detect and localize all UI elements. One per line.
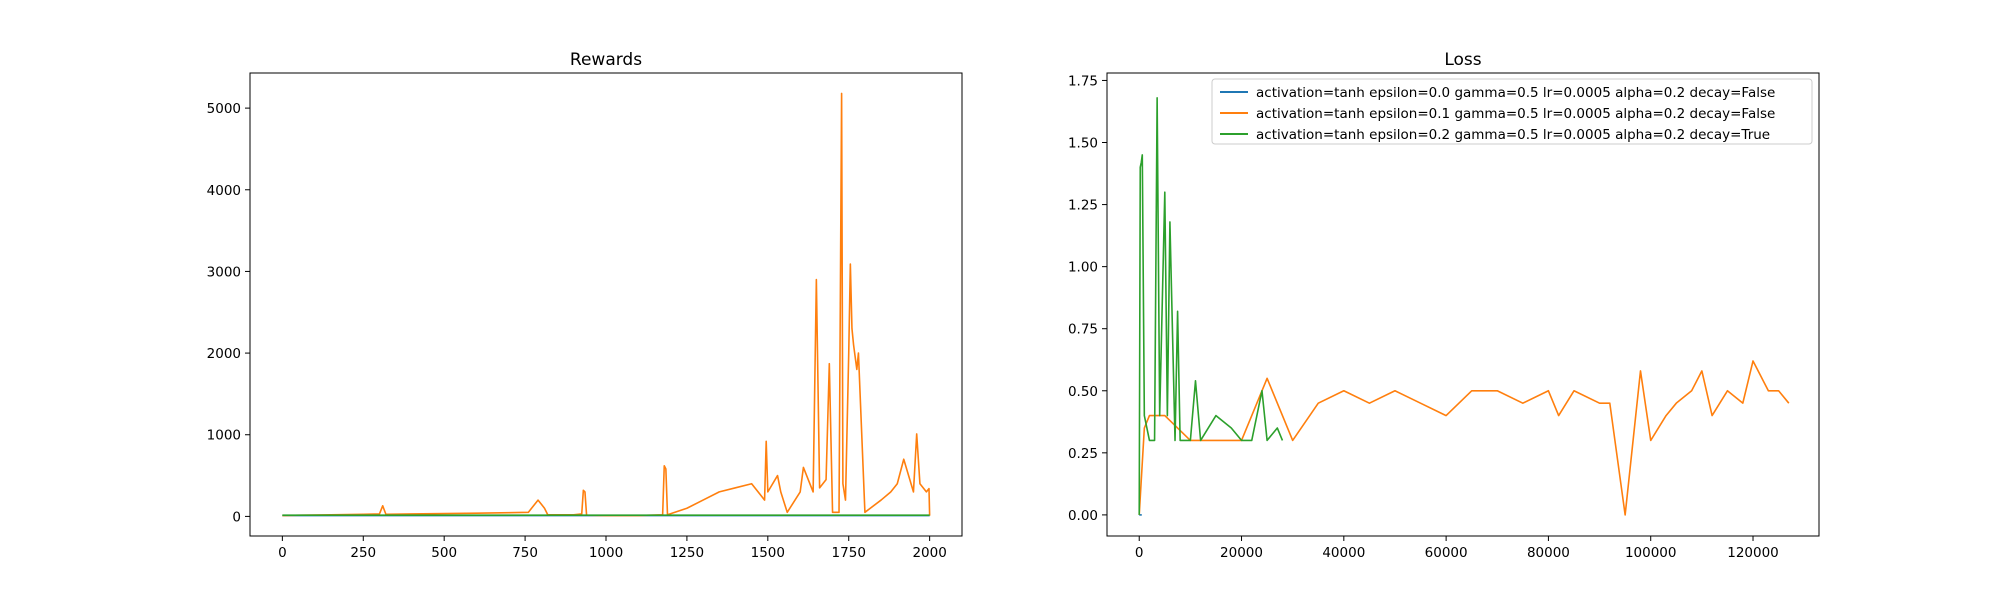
y-tick-label: 1.00 bbox=[1068, 260, 1098, 276]
x-tick-label: 250 bbox=[350, 545, 376, 561]
y-tick-label: 0.25 bbox=[1068, 446, 1098, 462]
chart-title: Rewards bbox=[570, 50, 642, 70]
series-line-1 bbox=[1138, 360, 1790, 516]
series-line-1 bbox=[282, 92, 931, 517]
x-tick-label: 40000 bbox=[1322, 545, 1365, 561]
y-tick-label: 0.75 bbox=[1068, 322, 1098, 338]
axes-frame bbox=[249, 72, 963, 537]
y-tick-label: 4000 bbox=[207, 183, 241, 199]
y-tick-label: 1000 bbox=[207, 428, 241, 444]
y-tick-label: 1.75 bbox=[1068, 73, 1098, 89]
y-tick-label: 0.50 bbox=[1068, 384, 1098, 400]
x-tick-label: 750 bbox=[512, 545, 538, 561]
rewards-chart: Rewards 0 250 500 750 1000 1250 1500 1750 2000 0 10… bbox=[207, 50, 963, 561]
x-tick-label: 2000 bbox=[912, 545, 946, 561]
y-tick-label: 0 bbox=[232, 509, 241, 525]
x-tick-label: 1750 bbox=[832, 545, 866, 561]
x-tick-label: 120000 bbox=[1727, 545, 1779, 561]
legend: activation=tanh epsilon=0.0 gamma=0.5 lr… bbox=[1211, 78, 1813, 145]
legend-entry: activation=tanh epsilon=0.0 gamma=0.5 lr… bbox=[1256, 85, 1775, 101]
y-tick-label: 3000 bbox=[207, 264, 241, 280]
x-tick-label: 1500 bbox=[751, 545, 785, 561]
legend-entry: activation=tanh epsilon=0.2 gamma=0.5 lr… bbox=[1256, 127, 1770, 143]
y-tick-label: 2000 bbox=[207, 346, 241, 362]
y-tick-label: 5000 bbox=[207, 101, 241, 117]
y-tick-label: 0.00 bbox=[1068, 508, 1098, 524]
x-tick-label: 1000 bbox=[589, 545, 623, 561]
x-tick-label: 20000 bbox=[1220, 545, 1263, 561]
legend-box bbox=[1211, 78, 1813, 145]
axes-frame bbox=[1106, 72, 1820, 537]
y-tick-label: 1.50 bbox=[1068, 136, 1098, 152]
x-tick-label: 100000 bbox=[1625, 545, 1677, 561]
x-tick-label: 80000 bbox=[1527, 545, 1570, 561]
chart-title: Loss bbox=[1444, 50, 1481, 70]
x-tick-label: 60000 bbox=[1425, 545, 1468, 561]
plot-area bbox=[1138, 97, 1790, 516]
loss-chart: Loss 0 20000 40000 60000 80000 100000 120000 0.0… bbox=[1068, 50, 1820, 561]
x-tick-label: 500 bbox=[431, 545, 457, 561]
y-tick-label: 1.25 bbox=[1068, 198, 1098, 214]
series-line-2 bbox=[1138, 97, 1284, 515]
x-tick-label: 0 bbox=[1135, 545, 1144, 561]
x-tick-label: 1250 bbox=[670, 545, 704, 561]
x-tick-label: 0 bbox=[278, 545, 287, 561]
legend-entry: activation=tanh epsilon=0.1 gamma=0.5 lr… bbox=[1256, 106, 1775, 122]
plot-area bbox=[282, 92, 931, 517]
